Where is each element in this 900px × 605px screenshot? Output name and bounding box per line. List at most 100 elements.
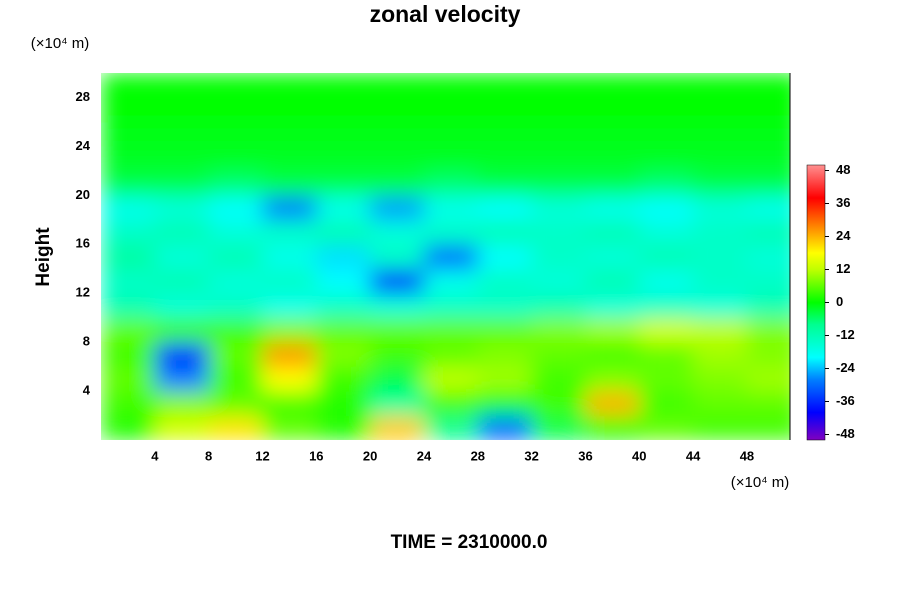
y-tick-label: 20 [76,187,90,202]
colorbar-tick-label: -36 [836,393,855,408]
cell [477,97,533,123]
cell [477,293,533,319]
cell [477,73,533,98]
colorbar-tick-label: 12 [836,261,850,276]
cell [585,391,640,417]
cell [370,317,425,343]
cell [370,73,425,98]
cell [746,366,790,392]
x-tick-label: 40 [632,448,646,463]
cell [154,366,210,392]
cell [154,415,210,440]
y-tick-label: 24 [76,138,91,153]
cell [208,415,263,440]
cell [154,268,210,294]
cell [316,366,371,392]
cell [639,219,694,245]
cell [101,121,156,147]
cell [208,244,263,270]
cell [370,121,425,147]
cell [316,293,371,319]
y-axis-label: Height [33,227,54,287]
cell [531,366,586,392]
cell [423,121,479,147]
cell [477,342,533,368]
y-tick-label: 4 [83,383,91,398]
cell [370,244,425,270]
cell [316,268,371,294]
cell [262,244,317,270]
cell [477,391,533,417]
cell [101,293,156,319]
cell [477,219,533,245]
cell [208,121,263,147]
cell [262,366,317,392]
x-tick-label: 48 [740,448,754,463]
cell [208,268,263,294]
cell [477,195,533,221]
cell [585,146,640,172]
cell [639,391,694,417]
cell [154,170,210,196]
cell [154,391,210,417]
cell [154,244,210,270]
cell [477,170,533,196]
cell [585,195,640,221]
cell [154,73,210,98]
cell [262,195,317,221]
cell [639,366,694,392]
x-tick-label: 32 [524,448,538,463]
cell [477,268,533,294]
x-tick-label: 16 [309,448,323,463]
cell [531,170,586,196]
y-tick-label: 28 [76,89,90,104]
cell [585,293,640,319]
cell [154,342,210,368]
cell [423,317,479,343]
cell [531,244,586,270]
cell [585,73,640,98]
cell [639,244,694,270]
cell [639,146,694,172]
cell [370,342,425,368]
cell [531,415,586,440]
cell [531,195,586,221]
cell [101,317,156,343]
cell [262,317,317,343]
cell [208,293,263,319]
cell [746,73,790,98]
cell [154,293,210,319]
cell [639,317,694,343]
cell [639,293,694,319]
cells [101,73,790,440]
cell [477,121,533,147]
cell [585,342,640,368]
cell [154,146,210,172]
cell [531,317,586,343]
cell [370,391,425,417]
cell [693,97,748,123]
cell [746,97,790,123]
colorbar-tick-label: -12 [836,327,855,342]
colorbar-tick-label: -48 [836,426,855,441]
cell [746,415,790,440]
cell [262,415,317,440]
cell [531,97,586,123]
cell [585,415,640,440]
cell [316,121,371,147]
cell [316,415,371,440]
y-tick-label: 12 [76,285,90,300]
cell [101,268,156,294]
colorbar-tick-label: -24 [836,360,856,375]
cell [639,73,694,98]
cell [585,317,640,343]
x-tick-label: 24 [417,448,432,463]
cell [423,391,479,417]
cell [423,415,479,440]
cell [639,415,694,440]
cell [423,268,479,294]
cell [693,219,748,245]
cell [585,121,640,147]
cell [423,170,479,196]
